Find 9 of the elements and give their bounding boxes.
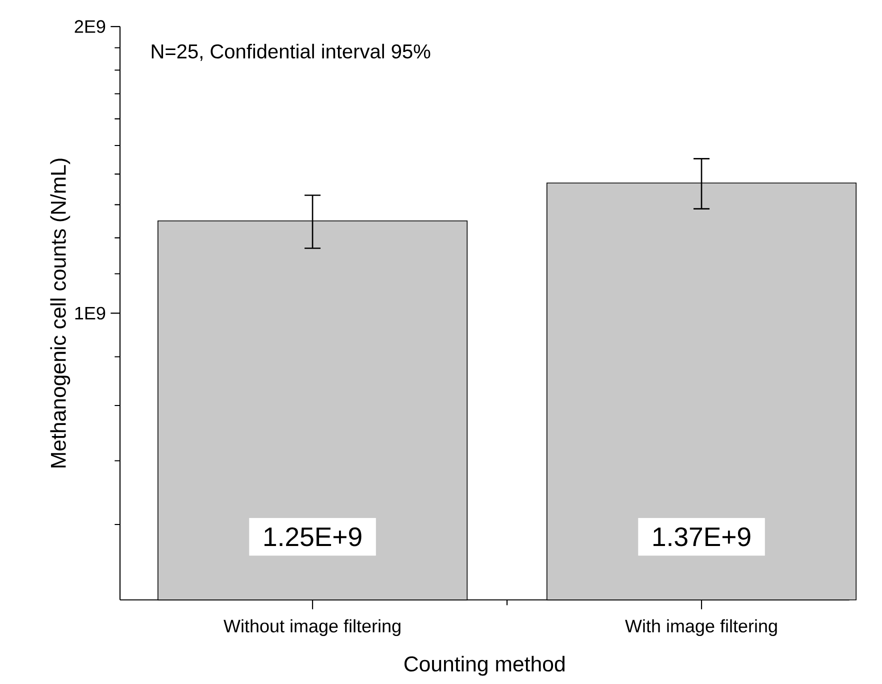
data-label: 1.37E+9	[654, 527, 750, 546]
annotation: N=25, Confidential interval 95%	[152, 44, 430, 61]
x-axis-title: Counting method	[404, 656, 564, 676]
x-tick-label: Without image filtering	[224, 619, 400, 636]
x-tick-label: With image filtering	[625, 619, 777, 636]
data-label: 1.25E+9	[264, 527, 362, 546]
y-tick-label: 2E9	[74, 20, 106, 33]
y-tick-label: 1E9	[75, 306, 106, 320]
y-axis-title: Methanogenic cell counts (N/mL)	[50, 158, 70, 468]
